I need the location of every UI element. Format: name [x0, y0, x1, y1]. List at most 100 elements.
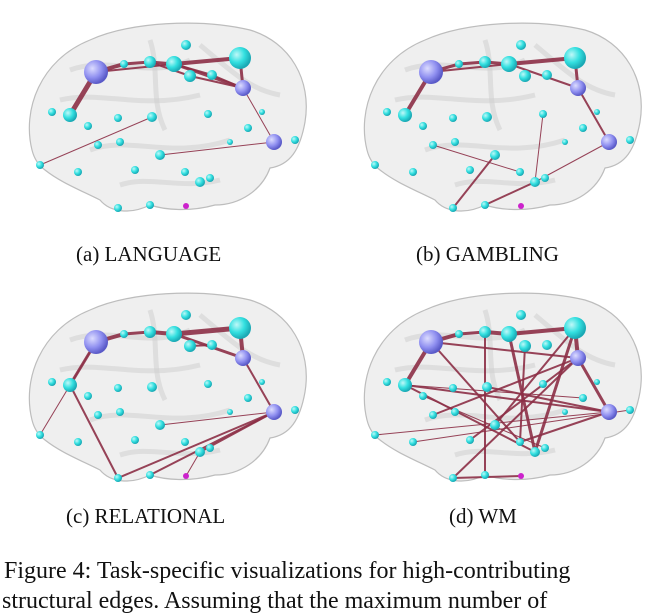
region-node	[120, 60, 128, 68]
region-node	[519, 70, 531, 82]
region-node	[94, 411, 102, 419]
brain-graph-language	[0, 0, 330, 240]
region-node	[114, 474, 122, 482]
region-node	[291, 136, 299, 144]
region-node	[516, 168, 524, 176]
region-node	[116, 138, 124, 146]
region-node	[481, 201, 489, 209]
region-node	[519, 340, 531, 352]
region-node	[155, 150, 165, 160]
seed-node	[518, 203, 524, 209]
region-node	[482, 382, 492, 392]
region-node	[146, 471, 154, 479]
hub-node	[235, 350, 251, 366]
region-node	[63, 378, 77, 392]
region-node	[539, 380, 547, 388]
region-node	[449, 474, 457, 482]
region-node	[244, 394, 252, 402]
region-node	[259, 109, 265, 115]
region-node	[530, 177, 540, 187]
region-node	[144, 326, 156, 338]
seed-node	[183, 473, 189, 479]
region-node	[166, 326, 182, 342]
panel-language	[0, 0, 330, 240]
region-node	[449, 384, 457, 392]
region-node	[207, 70, 217, 80]
region-node	[564, 317, 586, 339]
subcaption-wm: (d) WM	[449, 504, 517, 529]
region-node	[120, 330, 128, 338]
region-node	[539, 110, 547, 118]
region-node	[579, 124, 587, 132]
region-node	[409, 168, 417, 176]
region-node	[181, 40, 191, 50]
region-node	[479, 326, 491, 338]
region-node	[562, 139, 568, 145]
region-node	[626, 406, 634, 414]
region-node	[429, 141, 437, 149]
subcaption-language: (a) LANGUAGE	[76, 242, 221, 267]
region-node	[116, 408, 124, 416]
region-node	[114, 114, 122, 122]
hub-node	[84, 60, 108, 84]
region-node	[166, 56, 182, 72]
brain-fold	[120, 180, 220, 185]
region-node	[542, 340, 552, 350]
region-node	[114, 384, 122, 392]
region-node	[195, 447, 205, 457]
region-node	[74, 168, 82, 176]
region-node	[398, 108, 412, 122]
region-node	[84, 122, 92, 130]
region-node	[131, 166, 139, 174]
region-node	[451, 138, 459, 146]
region-node	[184, 70, 196, 82]
region-node	[94, 141, 102, 149]
region-node	[371, 431, 379, 439]
region-node	[227, 139, 233, 145]
region-node	[181, 310, 191, 320]
hub-node	[419, 330, 443, 354]
hub-node	[266, 404, 282, 420]
region-node	[48, 378, 56, 386]
region-node	[36, 161, 44, 169]
region-node	[147, 382, 157, 392]
region-node	[481, 471, 489, 479]
region-node	[229, 47, 251, 69]
brain-graph-gambling	[335, 0, 665, 240]
region-node	[371, 161, 379, 169]
figure-caption: Figure 4: Task-specific visualizations f…	[0, 556, 668, 616]
region-node	[244, 124, 252, 132]
panel-wm	[335, 270, 665, 510]
region-node	[36, 431, 44, 439]
region-node	[181, 168, 189, 176]
region-node	[501, 326, 517, 342]
region-node	[206, 174, 214, 182]
region-node	[530, 447, 540, 457]
region-node	[516, 438, 524, 446]
region-node	[626, 136, 634, 144]
region-node	[562, 409, 568, 415]
hub-node	[419, 60, 443, 84]
region-node	[398, 378, 412, 392]
region-node	[259, 379, 265, 385]
region-node	[181, 438, 189, 446]
region-node	[479, 56, 491, 68]
region-node	[564, 47, 586, 69]
region-node	[291, 406, 299, 414]
region-node	[451, 408, 459, 416]
hub-node	[235, 80, 251, 96]
region-node	[594, 379, 600, 385]
region-node	[144, 56, 156, 68]
region-node	[455, 60, 463, 68]
region-node	[383, 108, 391, 116]
subcaption-gambling: (b) GAMBLING	[416, 242, 559, 267]
region-node	[204, 110, 212, 118]
region-node	[146, 201, 154, 209]
region-node	[466, 166, 474, 174]
region-node	[195, 177, 205, 187]
region-node	[409, 438, 417, 446]
region-node	[466, 436, 474, 444]
region-node	[419, 122, 427, 130]
region-node	[542, 70, 552, 80]
region-node	[204, 380, 212, 388]
